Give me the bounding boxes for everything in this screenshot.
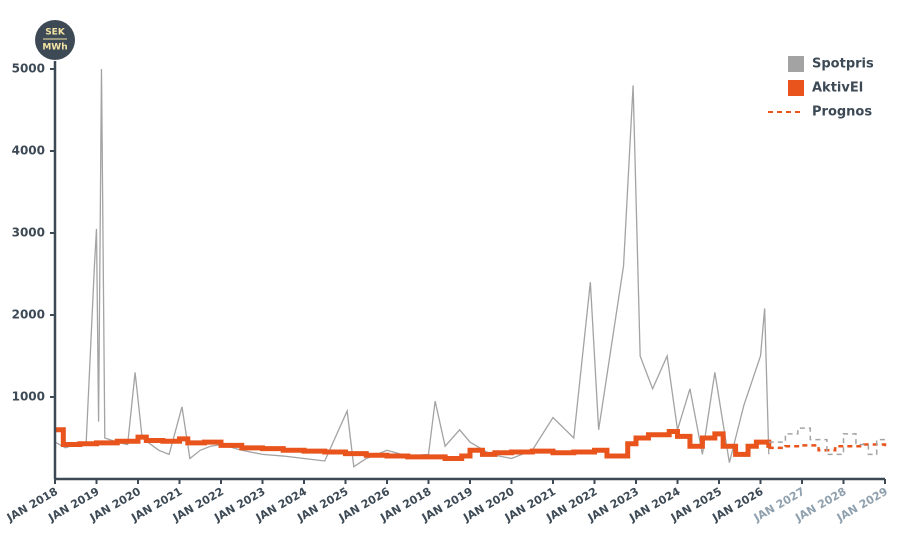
y-tick-label: 1000 — [12, 390, 45, 404]
legend-swatch — [788, 80, 804, 96]
y-tick-label: 4000 — [12, 144, 45, 158]
y-tick-label: 2000 — [12, 308, 45, 322]
legend-label: Spotpris — [812, 57, 874, 72]
series-line — [54, 68, 770, 468]
unit-bottom: MWh — [42, 43, 67, 53]
legend-label: AktivEl — [812, 81, 863, 96]
legend-label: Prognos — [812, 105, 872, 120]
unit-circle — [35, 20, 75, 60]
series-line — [55, 427, 772, 461]
legend-swatch — [788, 56, 804, 72]
unit-badge: SEK MWh — [35, 20, 75, 60]
forecast-line — [768, 427, 886, 456]
unit-top: SEK — [45, 28, 66, 38]
y-tick-label: 3000 — [12, 226, 45, 240]
y-tick-label: 5000 — [12, 62, 45, 76]
